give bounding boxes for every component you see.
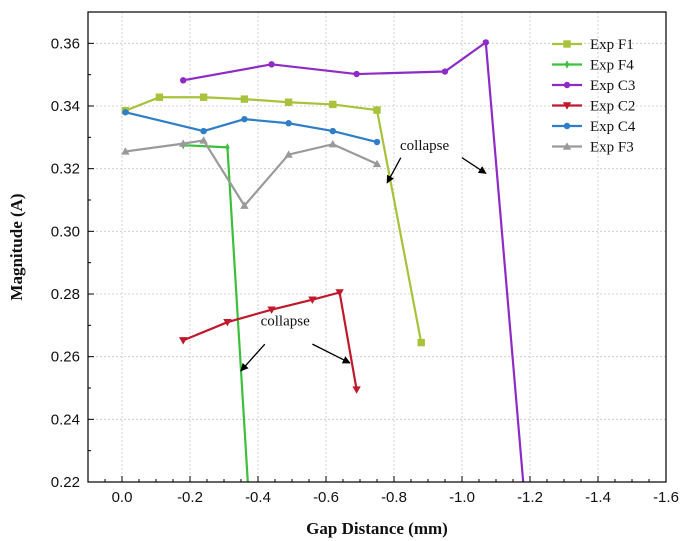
x-tick-label: -1.6 — [653, 489, 679, 506]
data-point — [441, 68, 449, 75]
y-tick-label: 0.24 — [51, 411, 80, 428]
legend-label: Exp C3 — [590, 78, 635, 94]
series-exp-c4 — [122, 109, 381, 146]
data-point — [199, 136, 208, 144]
series-line — [125, 139, 378, 208]
legend-label: Exp F4 — [590, 58, 634, 74]
x-tick-label: -0.8 — [381, 489, 407, 506]
data-point — [200, 127, 207, 135]
grid — [88, 12, 667, 482]
x-tick-label: -0.4 — [245, 489, 271, 506]
annotation-arrow — [312, 343, 351, 364]
data-point — [563, 122, 571, 130]
series-exp-c3 — [180, 39, 525, 483]
data-point — [373, 106, 381, 114]
y-tick-label: 0.22 — [51, 474, 80, 491]
x-tick-label: -0.2 — [177, 489, 203, 506]
legend-item-exp-c4: Exp C4 — [552, 119, 636, 135]
series-exp-f3 — [121, 136, 382, 209]
plot-frame — [87, 11, 667, 483]
series-exp-f1 — [121, 93, 425, 347]
annotation-collapse: collapse — [240, 313, 351, 372]
y-tick-label: 0.26 — [51, 349, 80, 366]
legend-label: Exp F1 — [590, 37, 634, 53]
data-point — [223, 319, 232, 327]
ticks: 0.22 0.24 0.26 0.28 0.30 0.32 0.34 0.36 0.0 -0.2 -… — [51, 35, 679, 506]
series-exp-f4 — [181, 140, 249, 483]
legend-label: Exp F3 — [590, 140, 634, 156]
legend-item-exp-f4: Exp F4 — [552, 58, 634, 74]
data-point — [121, 147, 130, 155]
annotation-arrow — [386, 157, 402, 184]
legend-item-exp-f3: Exp F3 — [552, 140, 634, 156]
data-point — [179, 337, 188, 345]
legend: Exp F1 Exp F4 Exp C3 Exp C2 Exp C4 Exp F3 — [552, 37, 636, 156]
series-line — [182, 291, 358, 390]
data-point — [353, 70, 360, 78]
data-point — [564, 60, 570, 69]
data-point — [240, 95, 249, 103]
data-point — [180, 77, 187, 84]
data-point — [328, 140, 337, 148]
data-point — [285, 120, 292, 127]
x-tick-label: -1.2 — [517, 489, 543, 506]
annotation-label: collapse — [261, 313, 310, 329]
data-point — [240, 201, 249, 209]
x-axis-title: Gap Distance (mm) — [306, 519, 448, 538]
x-tick-label: -0.6 — [313, 489, 339, 506]
data-point — [241, 115, 248, 123]
data-point — [417, 338, 425, 347]
data-point — [329, 127, 336, 135]
y-tick-label: 0.32 — [51, 161, 80, 178]
y-tick-label: 0.30 — [51, 223, 80, 240]
annotation-arrow — [461, 157, 487, 174]
x-tick-label: -1.0 — [449, 489, 475, 506]
legend-label: Exp C2 — [590, 99, 635, 115]
data-point — [284, 98, 293, 106]
annotations: collapse collapse — [240, 138, 487, 372]
data-point — [155, 93, 164, 101]
annotation-label: collapse — [400, 138, 449, 154]
y-tick-label: 0.34 — [51, 98, 80, 115]
data-point — [329, 100, 337, 109]
legend-item-exp-c2: Exp C2 — [552, 99, 635, 115]
data-point — [179, 139, 188, 147]
data-point — [225, 143, 230, 152]
legend-label: Exp C4 — [590, 119, 636, 135]
data-point — [482, 39, 489, 46]
data-point — [199, 93, 208, 101]
y-axis-title: Magnitude (A) — [7, 193, 26, 300]
y-tick-label: 0.36 — [51, 35, 80, 52]
data-point — [308, 296, 317, 304]
data-point — [267, 306, 276, 314]
data-point — [373, 138, 381, 146]
series-line — [124, 96, 423, 343]
annotation-collapse: collapse — [386, 138, 487, 184]
legend-item-exp-c3: Exp C3 — [552, 78, 635, 94]
series-line — [183, 40, 525, 483]
data-point — [372, 159, 382, 168]
data-point — [563, 40, 571, 48]
x-tick-label: 0.0 — [112, 489, 133, 506]
x-tick-label: -1.4 — [585, 489, 611, 506]
annotation-arrow — [240, 343, 266, 372]
y-tick-label: 0.28 — [51, 286, 80, 303]
axes — [87, 11, 667, 483]
data-point — [122, 109, 129, 116]
data-point — [352, 386, 361, 394]
series-exp-c2 — [179, 289, 361, 394]
data-point — [562, 102, 572, 110]
data-point — [335, 289, 344, 297]
data-point — [268, 61, 275, 68]
series-group — [121, 39, 525, 483]
series-line — [125, 111, 378, 144]
data-point — [562, 142, 572, 150]
data-point — [563, 81, 571, 89]
legend-item-exp-f1: Exp F1 — [552, 37, 634, 53]
data-point — [284, 150, 293, 158]
